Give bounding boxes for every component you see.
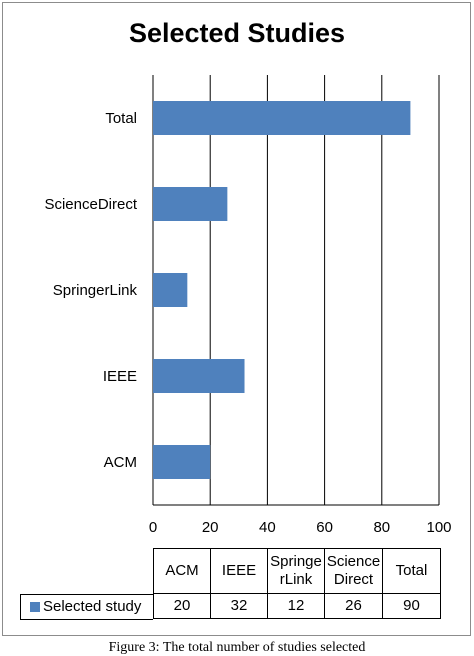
bar-ieee (153, 359, 245, 393)
x-tick-label-100: 100 (426, 519, 451, 536)
table-value-acm: 20 (153, 593, 211, 619)
table-value-total: 90 (382, 593, 441, 619)
table-header-ieee: IEEE (210, 548, 268, 594)
data-table-header-row: ACM IEEE Springe rLink Science Direct To… (153, 548, 441, 594)
legend-key (30, 602, 40, 612)
category-label-springerlink: SpringerLink (53, 282, 138, 299)
table-value-sciencedirect: 26 (324, 593, 383, 619)
data-table-value-row: 20 32 12 26 90 (153, 593, 441, 619)
category-label-total: Total (105, 110, 137, 127)
table-header-total: Total (382, 548, 441, 594)
bar-springerlink (153, 273, 188, 307)
x-tick-label-0: 0 (149, 519, 157, 536)
x-tick-label-40: 40 (259, 519, 276, 536)
x-tick-label-60: 60 (316, 519, 333, 536)
table-header-springerlink: Springe rLink (267, 548, 325, 594)
bar-total (153, 101, 411, 135)
category-label-ieee: IEEE (103, 368, 137, 385)
table-value-springerlink: 12 (267, 593, 325, 619)
table-value-ieee: 32 (210, 593, 268, 619)
data-table: ACM IEEE Springe rLink Science Direct To… (153, 548, 441, 619)
bar-sciencedirect (153, 187, 228, 221)
bar-acm (153, 445, 211, 479)
table-header-acm: ACM (153, 548, 211, 594)
category-label-acm: ACM (104, 454, 137, 471)
legend-cell (20, 594, 153, 620)
category-label-sciencedirect: ScienceDirect (44, 196, 137, 213)
chart-title: Selected Studies (128, 18, 346, 48)
x-tick-label-20: 20 (202, 519, 219, 536)
legend-label: Selected study (43, 598, 142, 615)
figure-caption: Figure 3: The total number of studies se… (108, 640, 366, 655)
x-tick-label-80: 80 (373, 519, 390, 536)
table-header-sciencedirect: Science Direct (324, 548, 383, 594)
